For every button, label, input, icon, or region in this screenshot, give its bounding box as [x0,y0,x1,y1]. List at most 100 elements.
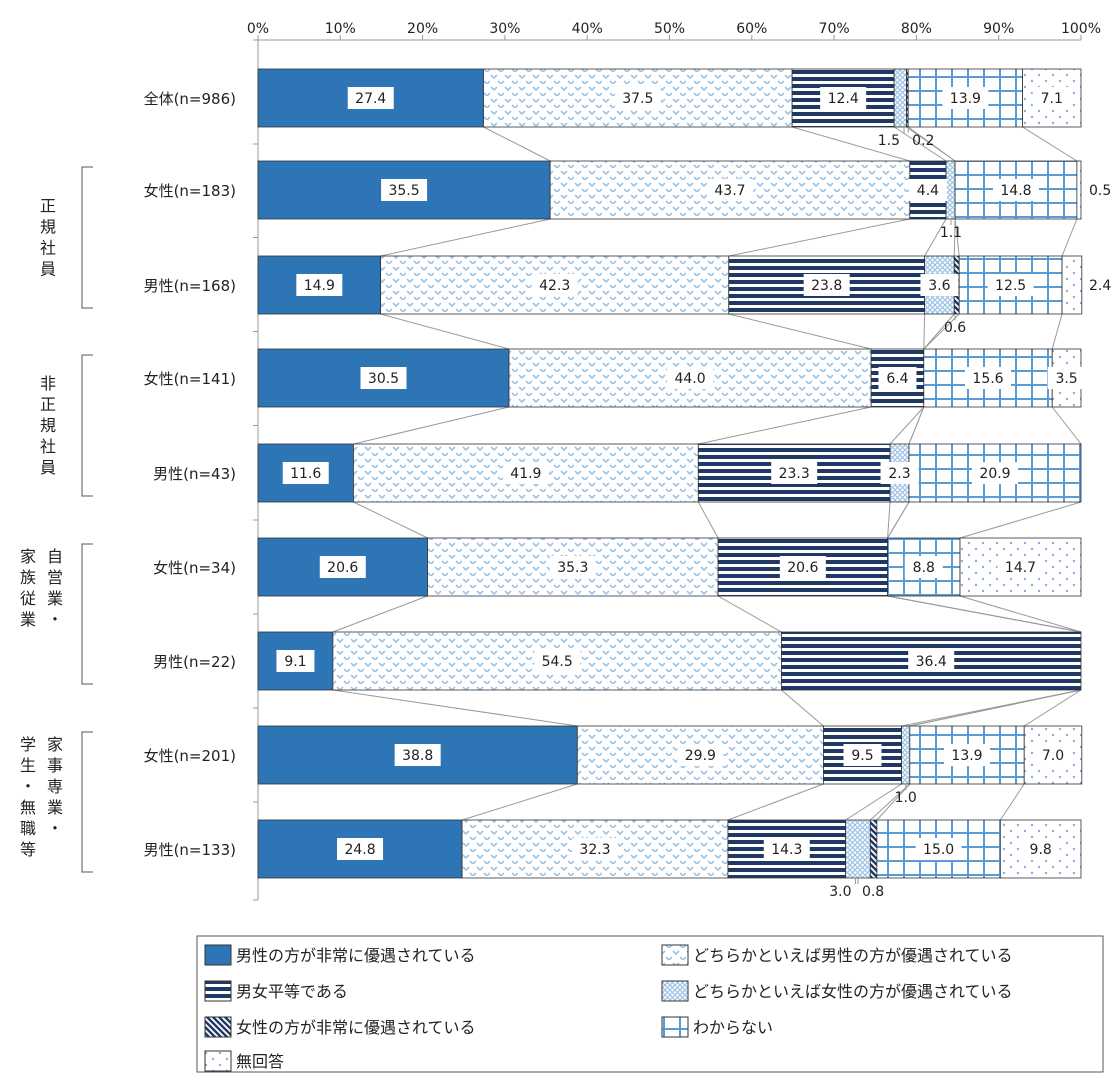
data-label: 4.4 [917,183,939,199]
x-tick-label: 40% [572,21,603,37]
group-label-char: 業 [20,610,36,629]
data-label: 54.5 [542,654,573,670]
legend-swatch [661,980,689,1002]
legend-swatch [204,1016,232,1038]
legend-label: 無回答 [236,1052,284,1071]
connector-line [845,783,902,821]
connector-line [380,313,510,350]
data-label-bg [803,274,850,296]
data-label-bg [282,462,329,484]
connector-line [781,689,824,727]
data-label-bg [614,87,661,109]
data-label: 14.8 [1000,183,1031,199]
connector-line [869,783,911,821]
group-label-char: 家 [20,547,36,566]
connector-line [461,783,578,821]
row-labels: 全体(n=986) 女性(n=183) 男性(n=168) 女性(n=141) 男性(n… [144,90,236,859]
data-label-bg [706,179,753,201]
data-label-bg [394,744,441,766]
outside-data-label: 3.0 [829,884,851,900]
connector-line [1051,313,1063,350]
data-label: 7.1 [1041,91,1063,107]
category-label: 女性(n=34) [153,559,236,577]
data-label-bg [360,367,407,389]
data-label: 24.8 [344,842,375,858]
data-label-bg [572,838,619,860]
data-label-bg [779,556,826,578]
data-label: 38.8 [402,748,433,764]
group-bracket [81,731,93,873]
connector-line [887,501,891,539]
x-tick-label: 10% [325,21,356,37]
group-label-char: ・ [47,819,63,838]
bar-segment [1061,255,1083,315]
data-label: 13.9 [950,91,981,107]
category-label: 女性(n=183) [144,182,236,200]
data-label: 9.5 [851,748,873,764]
legend-label: どちらかといえば男性の方が優遇されている [693,946,1013,965]
legend: 男性の方が非常に優遇されている どちらかといえば男性の方が優遇されている男女平等で… [196,935,1104,1073]
bar-segment [869,819,878,879]
category-label: 女性(n=141) [144,370,236,388]
connector-line [717,595,782,633]
data-label: 42.3 [539,278,570,294]
category-label: 女性(n=201) [144,747,236,765]
bar-segment [945,160,956,220]
legend-label: どちらかといえば女性の方が優遇されている [693,982,1013,1001]
group-label-char: 家 [47,735,63,754]
legend-label: 男性の方が非常に優遇されている [236,946,476,965]
data-label-bg [904,556,943,578]
data-label: 15.6 [972,371,1003,387]
data-label: 44.0 [674,371,705,387]
data-label-bg [942,87,989,109]
data-label: 23.3 [779,466,810,482]
connector-line [959,501,1082,539]
connector-line [876,783,911,821]
data-label-bg [992,179,1039,201]
data-label-bg [965,367,1012,389]
bar-segment [697,443,891,503]
group-label-char: 規 [40,416,56,435]
data-label: 41.9 [510,466,541,482]
group-bracket [81,166,93,309]
bar-segment [876,819,1001,879]
connector-line [332,689,578,727]
data-label-bg [915,838,962,860]
data-label-bg [843,744,882,766]
data-label: 11.6 [290,466,321,482]
x-tick-label: 90% [983,21,1014,37]
connector-line [923,313,955,350]
category-label: 男性(n=43) [153,465,236,483]
connector-line [332,595,428,633]
group-label-char: 規 [40,218,56,237]
legend-label: 女性の方が非常に優遇されている [236,1018,476,1037]
data-label-bg [337,838,384,860]
data-label: 12.5 [995,278,1026,294]
group-label-char: 専 [47,777,63,796]
legend-swatch [204,944,232,966]
bar-segment [332,631,782,691]
data-label: 14.3 [771,842,802,858]
category-label: 男性(n=133) [144,841,236,859]
outside-data-label: 1.0 [895,790,917,806]
group-label-char: 社 [40,437,56,456]
x-tick-label: 0% [247,21,269,37]
data-label: 8.8 [913,560,935,576]
data-label-bg [880,462,919,484]
connector-line [923,313,960,350]
legend-swatch [204,1050,232,1072]
data-label: 14.9 [304,278,335,294]
data-label-bg [534,650,581,672]
data-label: 3.6 [928,278,950,294]
data-label: 13.9 [951,748,982,764]
data-label-bg [997,556,1044,578]
data-label-bg [987,274,1034,296]
x-tick-label: 80% [901,21,932,37]
connector-line [923,313,926,350]
x-tick-label: 60% [736,21,767,37]
group-label-char: 非 [40,374,56,393]
outside-data-label: 1.1 [940,225,962,241]
connector-line [954,218,960,257]
outside-data-label: 1.5 [878,133,900,149]
